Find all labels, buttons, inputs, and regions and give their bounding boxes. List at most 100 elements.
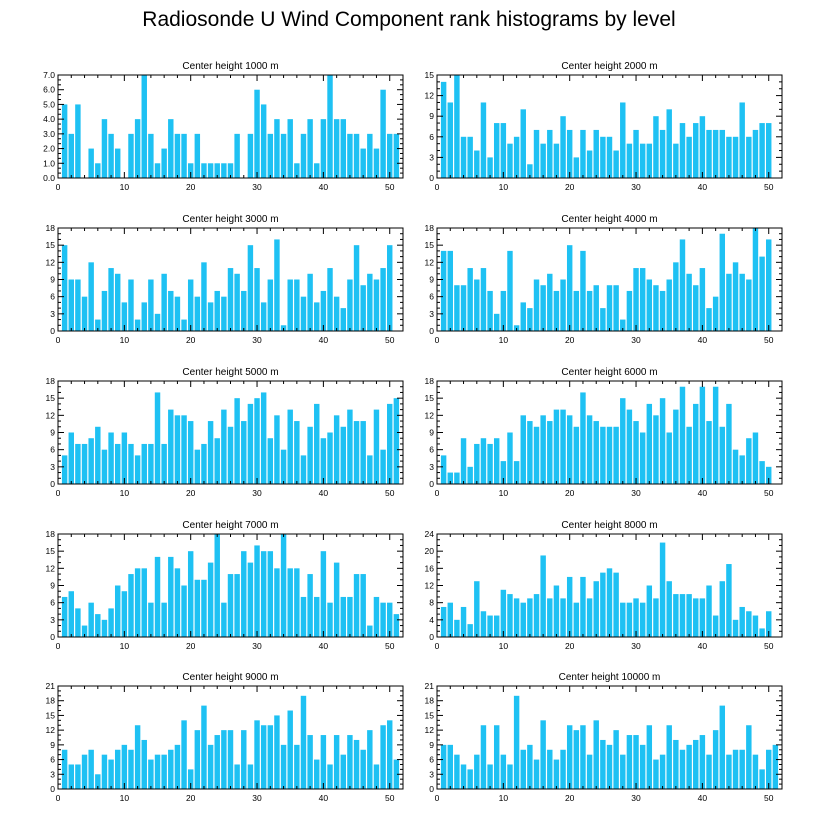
bar-29 bbox=[247, 562, 254, 637]
bar-9 bbox=[114, 585, 121, 637]
bar-44 bbox=[347, 133, 353, 178]
bar-13 bbox=[520, 749, 526, 789]
bar-35 bbox=[287, 409, 293, 484]
y-tick-label: 3 bbox=[429, 769, 434, 779]
x-tick-label: 20 bbox=[565, 182, 575, 192]
bar-46 bbox=[360, 749, 366, 789]
bar-6 bbox=[474, 150, 480, 178]
bar-50 bbox=[387, 403, 393, 484]
bar-5 bbox=[467, 268, 473, 331]
bar-4 bbox=[81, 625, 88, 637]
bar-48 bbox=[752, 228, 759, 331]
bar-4 bbox=[460, 285, 467, 331]
bar-24 bbox=[593, 581, 599, 637]
bar-43 bbox=[719, 705, 726, 789]
bar-38 bbox=[307, 273, 313, 331]
main-title: Radiosonde U Wind Component rank histogr… bbox=[142, 8, 676, 31]
y-tick-label: 3 bbox=[50, 309, 55, 319]
bar-27 bbox=[613, 150, 619, 178]
x-tick-label: 20 bbox=[565, 641, 575, 651]
bar-9 bbox=[114, 148, 121, 178]
bar-32 bbox=[646, 279, 653, 331]
bar-25 bbox=[221, 163, 227, 178]
y-tick-label: 7.0 bbox=[43, 70, 55, 80]
bar-37 bbox=[300, 455, 307, 484]
bar-23 bbox=[586, 415, 593, 484]
bar-48 bbox=[373, 764, 380, 789]
y-tick-label: 15 bbox=[425, 710, 435, 720]
bar-5 bbox=[88, 262, 94, 331]
bar-7 bbox=[480, 438, 487, 484]
bar-44 bbox=[347, 279, 353, 331]
bar-43 bbox=[340, 119, 347, 178]
bar-27 bbox=[234, 764, 240, 789]
bar-13 bbox=[141, 739, 147, 789]
bar-7 bbox=[101, 619, 108, 637]
bar-46 bbox=[739, 749, 745, 789]
y-tick-label: 15 bbox=[46, 393, 56, 403]
bar-6 bbox=[95, 426, 101, 484]
bar-12 bbox=[513, 598, 520, 638]
bar-43 bbox=[340, 596, 347, 637]
bar-50 bbox=[766, 239, 772, 331]
bar-43 bbox=[340, 754, 347, 789]
bar-17 bbox=[547, 598, 553, 638]
bar-41 bbox=[706, 585, 712, 637]
panel-4: Center height 4000 m 0 3 6 9 12 15 18 0 10 20 30 40 5… bbox=[425, 214, 783, 345]
bar-28 bbox=[620, 754, 626, 789]
bar-46 bbox=[739, 606, 745, 637]
bar-31 bbox=[260, 392, 267, 484]
bar-2 bbox=[447, 102, 453, 178]
bar-7 bbox=[480, 102, 487, 178]
y-tick-label: 3.0 bbox=[43, 129, 55, 139]
bar-39 bbox=[314, 403, 320, 484]
bar-50 bbox=[387, 133, 393, 178]
bar-18 bbox=[174, 568, 181, 637]
y-tick-label: 12 bbox=[46, 257, 56, 267]
bar-19 bbox=[560, 116, 566, 178]
y-tick-label: 6 bbox=[429, 132, 434, 142]
y-tick-label: 9 bbox=[50, 581, 55, 591]
bar-35 bbox=[287, 568, 293, 637]
bar-33 bbox=[653, 116, 659, 178]
bar-48 bbox=[373, 596, 380, 637]
bar-16 bbox=[540, 143, 546, 178]
bar-11 bbox=[507, 432, 513, 484]
bar-35 bbox=[666, 279, 672, 331]
bar-35 bbox=[666, 581, 672, 637]
bar-22 bbox=[201, 443, 207, 484]
bar-6 bbox=[95, 774, 101, 789]
y-tick-label: 0 bbox=[429, 173, 434, 183]
bar-50 bbox=[766, 749, 772, 789]
bar-29 bbox=[626, 735, 633, 789]
bar-31 bbox=[639, 744, 646, 789]
bar-23 bbox=[586, 754, 593, 789]
bar-47 bbox=[367, 273, 373, 331]
x-tick-label: 0 bbox=[56, 641, 61, 651]
bar-18 bbox=[174, 133, 181, 178]
bar-23 bbox=[207, 421, 214, 484]
bar-31 bbox=[260, 104, 267, 178]
bar-39 bbox=[314, 163, 320, 178]
bar-1 bbox=[440, 81, 447, 178]
bar-13 bbox=[141, 568, 147, 637]
y-tick-label: 12 bbox=[425, 410, 435, 420]
bar-12 bbox=[513, 695, 520, 789]
bar-29 bbox=[247, 403, 254, 484]
bar-28 bbox=[620, 102, 626, 178]
bar-13 bbox=[520, 415, 526, 484]
bar-35 bbox=[666, 109, 672, 178]
bar-44 bbox=[347, 735, 353, 789]
bar-50 bbox=[387, 720, 393, 789]
bar-13 bbox=[520, 602, 526, 637]
bar-50 bbox=[387, 602, 393, 637]
x-tick-label: 0 bbox=[435, 335, 440, 345]
bar-43 bbox=[719, 581, 726, 637]
x-tick-label: 10 bbox=[499, 793, 509, 803]
bar-1 bbox=[440, 250, 447, 331]
bar-26 bbox=[227, 730, 234, 789]
bar-26 bbox=[606, 744, 613, 789]
bar-37 bbox=[300, 596, 307, 637]
y-tick-label: 0 bbox=[50, 784, 55, 794]
y-tick-label: 3 bbox=[429, 462, 434, 472]
